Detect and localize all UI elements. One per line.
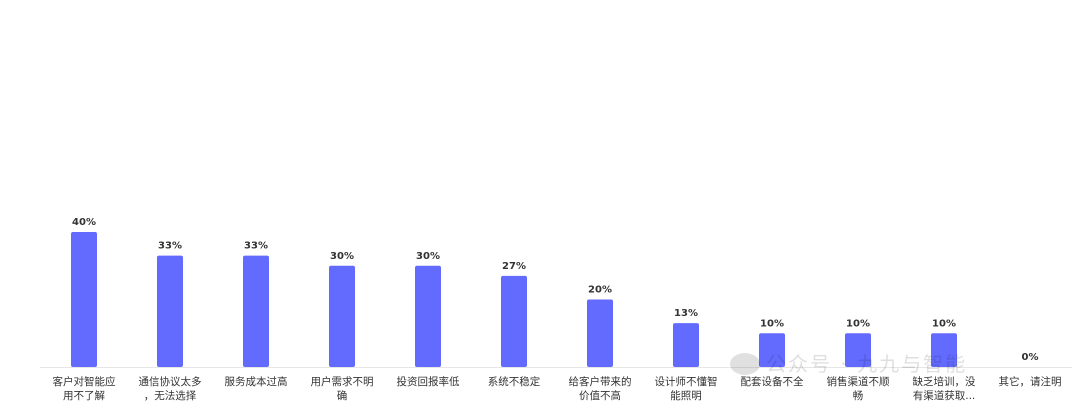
- category-label: 畅: [853, 389, 864, 402]
- value-label: 13%: [674, 308, 698, 319]
- category-label: ，无法选择: [144, 389, 197, 402]
- category-label: 客户对智能应: [53, 375, 116, 388]
- category-label: 给客户带来的: [569, 375, 632, 388]
- bar: [415, 265, 441, 367]
- category-label: 通信协议太多: [139, 375, 202, 388]
- category-label: 用不了解: [63, 389, 105, 402]
- bar: [71, 232, 97, 367]
- value-label: 10%: [760, 318, 784, 329]
- watermark-text: 公众号 · 九九与智能: [766, 352, 968, 376]
- bar: [673, 323, 699, 367]
- bars-group: [71, 232, 957, 367]
- bar: [501, 275, 527, 367]
- category-label: 设计师不懂智: [655, 375, 718, 388]
- bar: [845, 333, 871, 367]
- category-label: 用户需求不明: [311, 375, 374, 388]
- value-label: 33%: [158, 241, 182, 252]
- watermark: 公众号 · 九九与智能: [730, 348, 967, 377]
- value-label: 33%: [244, 241, 268, 252]
- value-label: 40%: [72, 217, 96, 228]
- category-label: 配套设备不全: [741, 375, 804, 388]
- value-label: 10%: [846, 318, 870, 329]
- bar: [931, 333, 957, 367]
- category-label: 缺乏培训，没: [913, 375, 976, 388]
- value-label: 0%: [1022, 352, 1039, 363]
- value-label: 10%: [932, 318, 956, 329]
- category-label: 服务成本过高: [225, 375, 288, 388]
- category-label: 价值不高: [579, 389, 621, 402]
- category-label: 投资回报率低: [397, 375, 460, 388]
- value-label: 20%: [588, 285, 612, 296]
- category-label: 能照明: [670, 389, 702, 402]
- bar: [157, 255, 183, 367]
- category-label: 销售渠道不顺: [827, 375, 890, 388]
- bar: [329, 265, 355, 367]
- category-label: 其它，请注明: [999, 375, 1062, 388]
- bar: [587, 299, 613, 367]
- bar: [243, 255, 269, 367]
- value-label: 30%: [330, 251, 354, 262]
- category-label: 有渠道获取...: [913, 389, 976, 402]
- value-label: 30%: [416, 251, 440, 262]
- category-label: 系统不稳定: [488, 375, 541, 388]
- value-labels-group: 40% 33% 33% 30% 30% 27% 20% 13% 10% 10% 10% 0%: [72, 217, 1038, 363]
- value-label: 27%: [502, 261, 526, 272]
- wechat-icon: [730, 353, 760, 375]
- category-label: 确: [337, 389, 348, 402]
- bar: [759, 333, 785, 367]
